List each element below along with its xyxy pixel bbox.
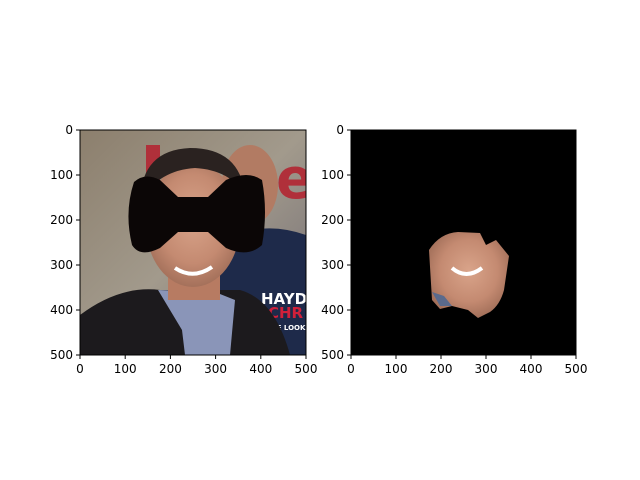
shirt-text-1: HAYD [261,290,307,308]
shirt-text-2: CHR [268,304,304,322]
y-tick-label: 400 [50,303,73,317]
x-tick-label: 300 [475,362,498,376]
left-axes-frame [79,129,307,356]
x-tick-label: 500 [295,362,318,376]
x-tick-label: 100 [385,362,408,376]
x-tick-label: 100 [114,362,137,376]
y-tick-label: 400 [321,303,344,317]
x-tick-label: 400 [249,362,272,376]
x-tick-label: 0 [76,362,84,376]
y-tick-label: 500 [50,348,73,362]
y-tick-label: 0 [65,123,73,137]
y-tick-label: 100 [50,168,73,182]
x-tick-label: 300 [204,362,227,376]
shirt-collar [158,290,235,355]
y-tick-label: 500 [321,348,344,362]
y-tick-label: 300 [50,258,73,272]
right-axes-frame [350,129,577,356]
x-tick-label: 500 [565,362,588,376]
x-tick-label: 200 [430,362,453,376]
y-tick-label: 200 [321,213,344,227]
y-tick-label: 0 [336,123,344,137]
bow-tie-mask [128,175,265,253]
y-tick-label: 300 [321,258,344,272]
y-tick-label: 100 [321,168,344,182]
x-tick-label: 0 [347,362,355,376]
sign-red-letter: e [276,147,314,212]
x-tick-label: 400 [520,362,543,376]
left-image: e HAYD CHR THE LOOK [80,130,314,355]
right-image [351,130,576,355]
y-tick-label: 200 [50,213,73,227]
shirt-text-3: THE LOOK [266,324,306,332]
hair [140,148,245,200]
x-tick-label: 200 [159,362,182,376]
